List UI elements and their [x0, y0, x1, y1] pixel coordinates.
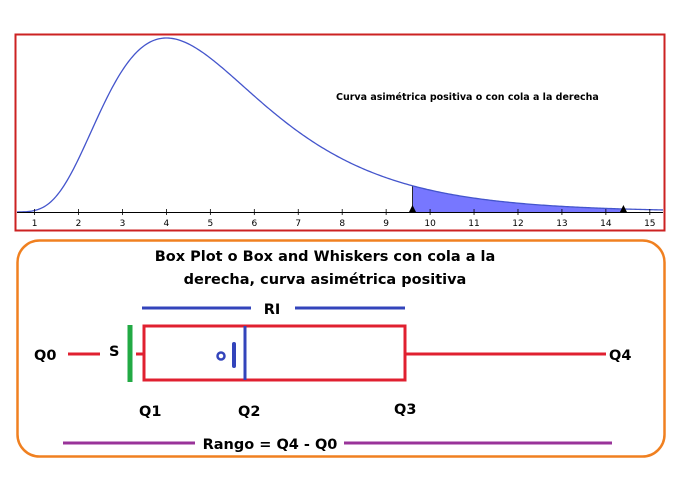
right-marker-triangle [619, 205, 628, 213]
x-tick-label: 2 [76, 219, 82, 229]
interquartile-box [142, 324, 407, 382]
x-tick-label: 6 [251, 219, 257, 229]
q2-label: Q2 [238, 404, 260, 420]
x-tick-label: 1 [32, 219, 38, 229]
curve-label: Curva asimétrica positiva o con cola a l… [336, 92, 599, 103]
x-tick-label: 4 [164, 219, 170, 229]
x-tick-label: 3 [120, 219, 126, 229]
curve-panel-frame [14, 33, 666, 232]
x-tick-label: 11 [468, 219, 479, 229]
x-tick-label: 14 [600, 219, 612, 229]
x-tick-label: 7 [295, 219, 301, 229]
right-tail-shaded-area [412, 185, 624, 212]
x-tick-label: 10 [424, 219, 436, 229]
q0-label: Q0 [34, 348, 56, 364]
x-tick-label: 8 [339, 219, 345, 229]
left-marker-triangle [408, 205, 417, 213]
right-skewed-curve [16, 37, 664, 213]
range-label: Rango = Q4 - Q0 [203, 437, 338, 453]
s-label: S [109, 344, 119, 360]
q1-label: Q1 [139, 404, 161, 420]
x-tick-label: 13 [556, 219, 567, 229]
x-axis-ticks: 1 2 3 4 5 6 7 8 9 10 11 12 13 14 15 [32, 209, 656, 229]
boxplot-title-line-1: Box Plot o Box and Whiskers con cola a l… [155, 249, 496, 265]
x-tick-label: 12 [512, 219, 523, 229]
boxplot-title-line-2: derecha, curva asimétrica positiva [184, 272, 467, 288]
ri-label: RI [264, 302, 281, 318]
boxplot-panel-frame [16, 239, 666, 458]
q3-label: Q3 [394, 402, 416, 418]
x-tick-label: 5 [207, 219, 213, 229]
x-tick-label: 9 [383, 219, 389, 229]
mean-marker [216, 351, 226, 361]
q4-label: Q4 [609, 348, 631, 364]
x-tick-label: 15 [644, 219, 655, 229]
